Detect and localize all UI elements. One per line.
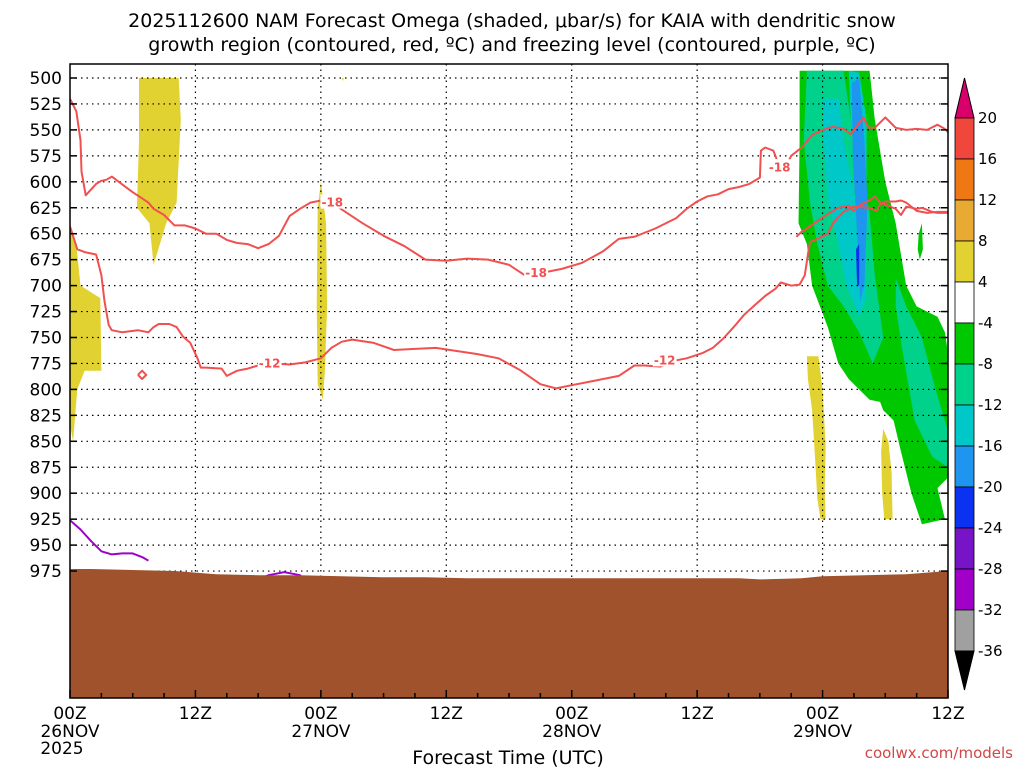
contour--12-segment-0 bbox=[70, 199, 948, 390]
x-tick-label-72: 00Z bbox=[806, 704, 839, 724]
x-tick-label-48: 00Z bbox=[555, 704, 588, 724]
omega-shade-7 bbox=[895, 278, 948, 468]
contour--18-segment-1 bbox=[785, 116, 948, 167]
colorbar-bin-5 bbox=[954, 322, 975, 365]
colorbar-label-12: -32 bbox=[978, 601, 1003, 619]
contour-label--18-1: -18 bbox=[525, 266, 547, 280]
y-tick-label-750: 750 bbox=[30, 329, 62, 349]
colorbar-bin-3 bbox=[954, 240, 975, 283]
omega-shade-10 bbox=[851, 78, 868, 302]
contour--12-segment-1 bbox=[137, 369, 148, 380]
colorbar-label-11: -28 bbox=[978, 560, 1003, 578]
contour-label--18-2: -18 bbox=[769, 160, 791, 174]
colorbar-label-3: 8 bbox=[978, 232, 988, 250]
colorbar-label-8: -16 bbox=[978, 437, 1003, 455]
y-tick-label-625: 625 bbox=[30, 199, 62, 219]
x-tick-label-84: 12Z bbox=[931, 704, 964, 724]
colorbar-bin-9 bbox=[954, 486, 975, 529]
y-tick-label-575: 575 bbox=[30, 147, 62, 167]
y-tick-label-550: 550 bbox=[30, 121, 62, 141]
colorbar-bin-4 bbox=[954, 281, 975, 324]
y-tick-label-725: 725 bbox=[30, 303, 62, 323]
y-tick-label-950: 950 bbox=[30, 536, 62, 556]
y-tick-label-875: 875 bbox=[30, 458, 62, 478]
axes: 500 525 550 575 600 625 650 675 700 725 750 775 800 8… bbox=[30, 63, 965, 759]
chart-title-line-1: 2025112600 NAM Forecast Omega (shaded, μ… bbox=[128, 10, 896, 32]
colorbar: 20 16 12 8 4 -4 -8 -12 -16 -20 -24 -28 -32 -36 bbox=[954, 77, 1003, 691]
colorbar-label-10: -24 bbox=[978, 519, 1003, 537]
colorbar-label-4: 4 bbox=[978, 273, 988, 291]
colorbar-label-5: -4 bbox=[978, 314, 993, 332]
contour-label-bg--12-1 bbox=[652, 352, 677, 367]
omega-shade-3 bbox=[341, 78, 344, 82]
x-tick-label-12: 12Z bbox=[179, 704, 212, 724]
plot-contents: -18 -18 -18 -12 -12 bbox=[70, 64, 948, 698]
colorbar-bin-0 bbox=[954, 117, 975, 160]
colorbar-bin-1 bbox=[954, 158, 975, 201]
y-tick-label-800: 800 bbox=[30, 380, 62, 400]
contour--18-segment-0 bbox=[70, 98, 778, 277]
contour-label-bg--18-2 bbox=[767, 159, 792, 174]
colorbar-label-2: 12 bbox=[978, 191, 997, 209]
colorbar-label-1: 16 bbox=[978, 150, 997, 168]
chart-title-line-2: growth region (contoured, red, ºC) and f… bbox=[148, 34, 875, 56]
contour-0-segment-0 bbox=[70, 519, 149, 562]
colorbar-bin-7 bbox=[954, 404, 975, 447]
contour-label-bg--18-1 bbox=[524, 265, 549, 280]
colorbar-bottom-arrow bbox=[954, 650, 975, 691]
omega-shade-2 bbox=[316, 181, 328, 400]
colorbar-label-6: -8 bbox=[978, 355, 993, 373]
colorbar-bin-8 bbox=[954, 445, 975, 488]
x-tick-label-0: 00Z bbox=[53, 704, 86, 724]
contour--18-segment-2 bbox=[795, 195, 948, 238]
x-date-label-24: 27NOV bbox=[291, 722, 350, 742]
y-tick-label-650: 650 bbox=[30, 225, 62, 245]
y-tick-label-975: 975 bbox=[30, 562, 62, 582]
y-tick-label-850: 850 bbox=[30, 432, 62, 452]
contour-label-bg--12-0 bbox=[257, 355, 282, 370]
x-tick-label-36: 12Z bbox=[430, 704, 463, 724]
y-tick-label-600: 600 bbox=[30, 173, 62, 193]
omega-shade-12 bbox=[806, 356, 826, 520]
colorbar-label-7: -12 bbox=[978, 396, 1003, 414]
contour-label--12-1: -12 bbox=[654, 353, 676, 367]
colorbar-top-arrow bbox=[954, 77, 975, 119]
y-tick-label-700: 700 bbox=[30, 277, 62, 297]
y-tick-label-525: 525 bbox=[30, 95, 62, 115]
x-date-label-72: 29NOV bbox=[793, 722, 852, 742]
colorbar-label-9: -20 bbox=[978, 478, 1003, 496]
contour-label-bg--18-0 bbox=[320, 194, 345, 209]
omega-shade-5 bbox=[917, 223, 923, 260]
x-tick-label-60: 12Z bbox=[681, 704, 714, 724]
omega-shade-1 bbox=[70, 228, 102, 442]
colorbar-bin-2 bbox=[954, 199, 975, 242]
colorbar-bin-12 bbox=[954, 609, 975, 652]
colorbar-bin-6 bbox=[954, 363, 975, 406]
x-date-label-48: 28NOV bbox=[542, 722, 601, 742]
y-tick-label-775: 775 bbox=[30, 354, 62, 374]
colorbar-bin-10 bbox=[954, 527, 975, 570]
x-date-label-0: 26NOV bbox=[40, 722, 99, 742]
colorbar-label-13: -36 bbox=[978, 642, 1003, 660]
plot-area: -18 -18 -18 -12 -12 bbox=[70, 64, 948, 698]
colorbar-label-0: 20 bbox=[978, 109, 997, 127]
contour-label--18-0: -18 bbox=[321, 196, 343, 210]
y-tick-label-675: 675 bbox=[30, 251, 62, 271]
colorbar-bin-11 bbox=[954, 568, 975, 611]
credit-link[interactable]: coolwx.com/models bbox=[865, 744, 1013, 762]
y-tick-label-900: 900 bbox=[30, 484, 62, 504]
y-tick-label-500: 500 bbox=[30, 69, 62, 89]
omega-shade-13 bbox=[881, 428, 893, 520]
x-tick-label-24: 00Z bbox=[304, 704, 337, 724]
x-year-label-0: 2025 bbox=[40, 739, 83, 759]
y-tick-label-925: 925 bbox=[30, 510, 62, 530]
omega-shade-0 bbox=[136, 78, 181, 265]
terrain-surface bbox=[70, 569, 948, 698]
x-axis-title: Forecast Time (UTC) bbox=[412, 747, 603, 768]
omega-shade-11 bbox=[856, 244, 860, 286]
y-tick-label-825: 825 bbox=[30, 406, 62, 426]
omega-shade-8 bbox=[822, 98, 867, 317]
contour-label--12-0: -12 bbox=[259, 356, 281, 370]
